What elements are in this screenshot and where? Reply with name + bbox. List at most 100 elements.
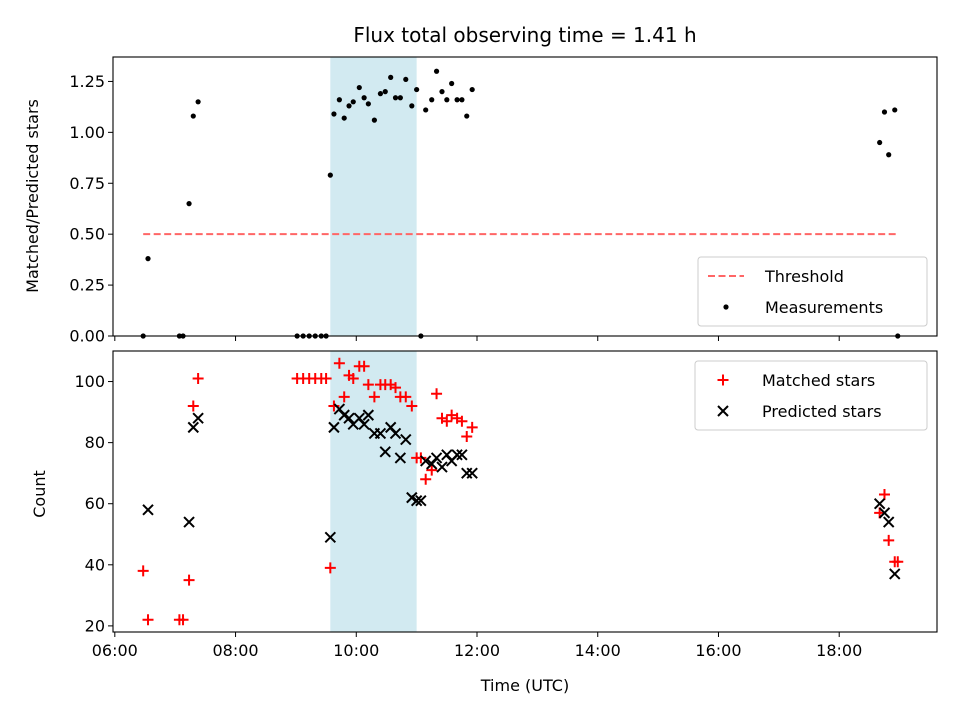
data-point-dot [382, 89, 388, 95]
y-tick-label: 60 [85, 494, 105, 513]
legend-handle-x [717, 405, 729, 417]
data-point-x [362, 409, 375, 421]
data-point-plus [338, 391, 350, 403]
data-point-x [379, 446, 391, 458]
data-point-dot [195, 99, 201, 105]
data-point-dot [403, 76, 409, 83]
legend-label: Measurements [765, 298, 883, 317]
data-point-dot [409, 103, 415, 109]
data-point-dot [433, 68, 440, 74]
data-point-dot [361, 95, 367, 101]
data-point-plus [137, 565, 149, 577]
data-point-plus [441, 415, 453, 427]
data-point-dot [346, 103, 352, 109]
x-tick-label: 16:00 [695, 641, 741, 660]
data-point-plus [426, 464, 438, 476]
data-point-dot [365, 101, 371, 107]
data-point-plus [320, 372, 332, 384]
bottom-panel-count-plot: 20 40 60 80 100 06:00 08:00 10:00 12:00 14:00 16:0… [74, 350, 938, 660]
data-point-dot [877, 139, 883, 146]
data-point-dot [371, 117, 377, 123]
data-point-x [374, 427, 387, 440]
data-point-plus [456, 415, 468, 427]
data-point-plus [892, 556, 904, 568]
data-point-x [882, 516, 895, 528]
y-tick-label: 80 [85, 433, 105, 452]
data-point-plus [324, 562, 336, 574]
data-point-dot [327, 172, 333, 178]
data-point-dot [145, 256, 151, 262]
data-point-plus [333, 357, 345, 369]
x-tick-label: 06:00 [92, 641, 138, 660]
data-point-plus [883, 534, 895, 546]
data-point-x [466, 467, 478, 479]
data-point-x [456, 449, 468, 461]
legend-box [694, 360, 928, 431]
x-axis-label: Time (UTC) [480, 676, 569, 695]
data-point-plus [368, 391, 380, 403]
data-point-dot [449, 80, 455, 87]
y-tick-label: 0.25 [69, 276, 105, 295]
data-point-plus [406, 400, 418, 412]
data-point-x [394, 452, 407, 464]
observing-window-shade [330, 57, 417, 336]
data-point-dot [469, 86, 475, 93]
legend-label: Matched stars [762, 371, 875, 390]
data-point-dot [186, 201, 192, 207]
legend-label: Predicted stars [762, 402, 882, 421]
y-tick-label: 0.00 [69, 327, 105, 346]
chart-title: Flux total observing time = 1.41 h [353, 23, 696, 47]
data-point-x [324, 531, 337, 544]
bottom-y-axis-label: Count [30, 470, 49, 518]
data-point-x [343, 412, 355, 424]
y-tick-label: 1.25 [69, 72, 105, 91]
data-point-x [192, 412, 204, 424]
data-point-x [889, 568, 901, 580]
y-tick-label: 100 [74, 372, 105, 391]
data-point-x [461, 467, 473, 479]
data-point-plus [183, 574, 195, 586]
data-point-x [389, 427, 402, 440]
data-point-x [183, 516, 195, 528]
data-point-x [358, 418, 370, 431]
data-point-x [878, 507, 891, 519]
data-point-plus [177, 614, 189, 626]
data-point-dot [454, 97, 460, 103]
data-point-dot [336, 97, 342, 103]
top-panel-ratio-plot: 0.00 0.25 0.50 0.75 1.00 1.25 Threshold Measure… [69, 56, 938, 346]
data-point-dot [429, 97, 435, 103]
x-tick-label: 08:00 [212, 641, 258, 660]
legend: Matched stars Predicted stars [694, 360, 928, 431]
data-point-x [415, 494, 427, 507]
data-point-x [142, 504, 154, 516]
data-point-plus [420, 473, 432, 485]
data-point-x [451, 449, 463, 461]
data-point-plus [362, 379, 374, 391]
legend-box [697, 256, 928, 327]
data-point-dot [439, 89, 445, 95]
x-tick-label: 12:00 [454, 641, 500, 660]
data-point-plus [415, 452, 427, 464]
axes-frame [112, 350, 938, 633]
data-point-plus [466, 421, 478, 433]
y-tick-label: 1.00 [69, 123, 105, 142]
data-point-dot [350, 99, 356, 105]
data-point-x [410, 494, 423, 507]
data-point-plus [358, 360, 370, 372]
legend-handle-dot [723, 304, 729, 310]
data-point-dot [356, 84, 362, 91]
data-point-dot [886, 152, 892, 158]
legend-handle-plus [717, 374, 729, 386]
data-point-plus [142, 614, 154, 626]
data-point-dot [190, 113, 196, 119]
data-point-dot [464, 113, 470, 119]
legend: Threshold Measurements [697, 256, 928, 327]
x-tick-label: 18:00 [816, 641, 862, 660]
y-tick-label: 0.50 [69, 225, 105, 244]
data-point-plus [461, 431, 473, 443]
data-point-x [400, 433, 412, 446]
data-point-plus [347, 372, 359, 384]
data-point-plus [400, 391, 412, 403]
data-point-x [873, 498, 886, 510]
